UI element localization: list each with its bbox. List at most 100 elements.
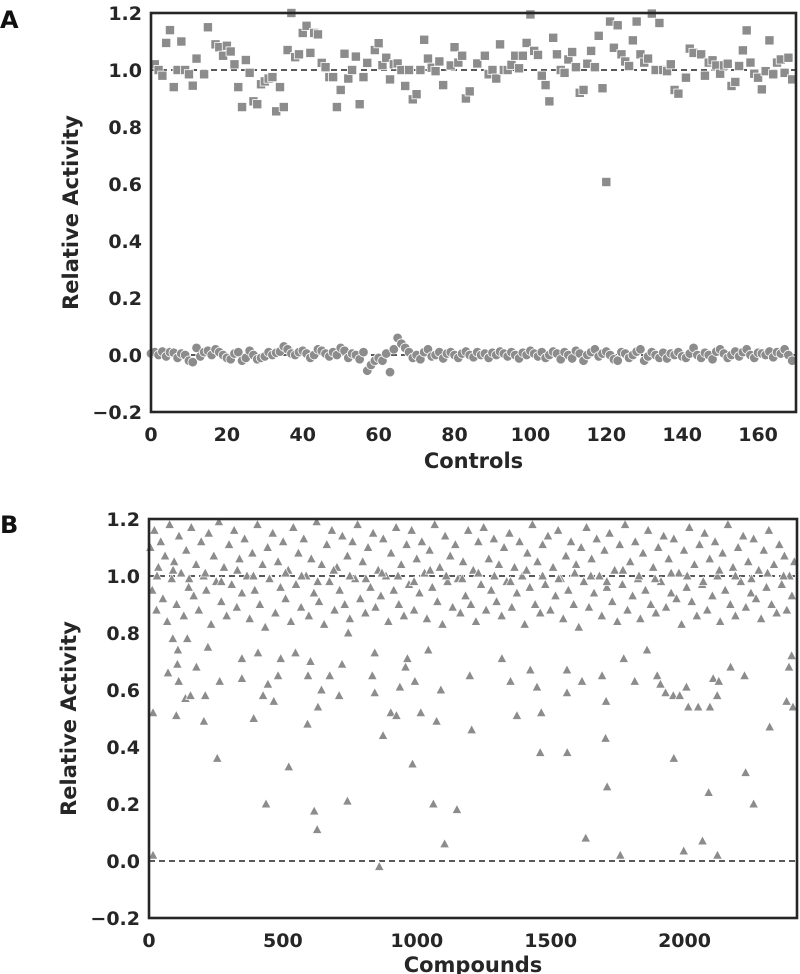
data-point-triangle	[755, 612, 767, 623]
x-tick-label: 2000	[658, 930, 711, 952]
data-point-triangle	[183, 581, 195, 592]
data-point-triangle	[764, 721, 776, 732]
data-point-triangle	[762, 567, 773, 578]
data-point-triangle	[614, 849, 626, 860]
x-tick-label: 0	[142, 930, 155, 952]
data-point-triangle	[750, 592, 762, 603]
data-point-square	[779, 67, 790, 78]
data-point-triangle	[634, 612, 646, 623]
data-point-triangle	[440, 570, 452, 581]
data-point-triangle	[408, 575, 420, 586]
y-tick-label: −0.2	[90, 908, 140, 930]
data-point-triangle	[333, 689, 345, 700]
data-point-triangle	[660, 601, 672, 612]
data-point-triangle	[402, 652, 413, 663]
data-point-triangle	[570, 558, 582, 569]
data-point-square	[548, 32, 559, 43]
data-point-triangle	[203, 527, 215, 538]
data-point-triangle	[601, 780, 613, 792]
data-point-triangle	[561, 664, 573, 675]
data-point-triangle	[489, 570, 500, 581]
data-point-triangle	[236, 652, 248, 663]
data-point-triangle	[742, 555, 754, 566]
data-point-triangle	[191, 661, 202, 672]
data-point-square	[741, 25, 752, 36]
data-point-triangle	[576, 675, 588, 686]
data-point-triangle	[180, 544, 192, 555]
data-point-square	[278, 102, 289, 113]
data-point-triangle	[439, 530, 451, 541]
data-point-triangle	[439, 837, 450, 849]
data-point-triangle	[236, 672, 248, 683]
data-point-triangle	[475, 578, 487, 589]
data-point-triangle	[786, 649, 798, 660]
data-point-triangle	[344, 612, 356, 623]
data-point-square	[187, 80, 198, 91]
data-point-triangle	[561, 686, 573, 698]
data-point-triangle	[312, 701, 324, 712]
data-point-triangle	[527, 518, 538, 529]
data-point-triangle	[215, 575, 227, 586]
data-point-square	[631, 16, 642, 27]
data-point-triangle	[228, 524, 240, 535]
data-point-triangle	[234, 552, 245, 564]
data-point-square	[157, 70, 168, 81]
data-point-triangle	[629, 535, 641, 546]
data-point-square	[161, 37, 172, 48]
data-point-triangle	[407, 758, 418, 769]
data-point-triangle	[280, 592, 291, 603]
data-point-triangle	[531, 681, 543, 692]
data-point-triangle	[779, 550, 790, 561]
data-point-square	[422, 53, 433, 64]
data-point-triangle	[339, 598, 351, 609]
data-point-triangle	[532, 555, 543, 566]
data-point-triangle	[262, 541, 274, 552]
data-point-triangle	[667, 689, 679, 700]
data-point-square	[745, 57, 756, 68]
data-point-square	[715, 68, 726, 79]
data-point-triangle	[303, 609, 315, 621]
data-point-triangle	[208, 550, 220, 561]
data-point-triangle	[172, 658, 183, 669]
data-point-triangle	[472, 567, 484, 578]
y-tick-label: 0.4	[108, 231, 142, 253]
data-point-square	[362, 57, 373, 68]
data-point-triangle	[252, 518, 263, 529]
x-tick-label: 80	[441, 424, 467, 446]
data-point-triangle	[740, 601, 752, 612]
data-point-triangle	[464, 669, 476, 680]
data-point-square	[168, 82, 179, 93]
data-point-triangle	[434, 561, 446, 572]
data-point-triangle	[681, 570, 693, 581]
data-point-square	[191, 53, 202, 64]
data-point-triangle	[746, 572, 757, 584]
data-point-triangle	[697, 835, 708, 846]
data-point-square	[403, 65, 414, 76]
data-point-triangle	[545, 604, 556, 615]
data-point-triangle	[231, 601, 243, 612]
data-point-triangle	[692, 701, 704, 712]
y-tick-label: −0.2	[92, 402, 142, 424]
data-point-triangle	[395, 558, 407, 569]
data-point-triangle	[173, 675, 185, 686]
data-point-triangle	[171, 598, 182, 609]
data-point-square	[225, 46, 236, 57]
data-point-triangle	[199, 689, 211, 700]
data-point-square	[449, 42, 460, 53]
data-point-square	[487, 65, 498, 76]
panel-a-controls-scatter: A −0.2 0.0 0.2 0.4 0.6 0.8 1.0 1.2 0 20 40 60 80 100 12…	[0, 3, 798, 473]
data-point-triangle	[295, 601, 307, 612]
data-point-triangle	[691, 609, 703, 621]
data-point-triangle	[373, 860, 385, 871]
data-point-triangle	[707, 590, 718, 601]
data-point-triangle	[287, 521, 299, 532]
data-point-triangle	[588, 587, 600, 598]
data-point-triangle	[781, 695, 792, 706]
data-point-triangle	[311, 515, 323, 527]
data-point-triangle	[211, 752, 223, 763]
data-point-triangle	[408, 604, 420, 615]
data-point-triangle	[429, 518, 441, 529]
data-point-square	[551, 49, 562, 60]
data-point-triangle	[305, 655, 316, 666]
